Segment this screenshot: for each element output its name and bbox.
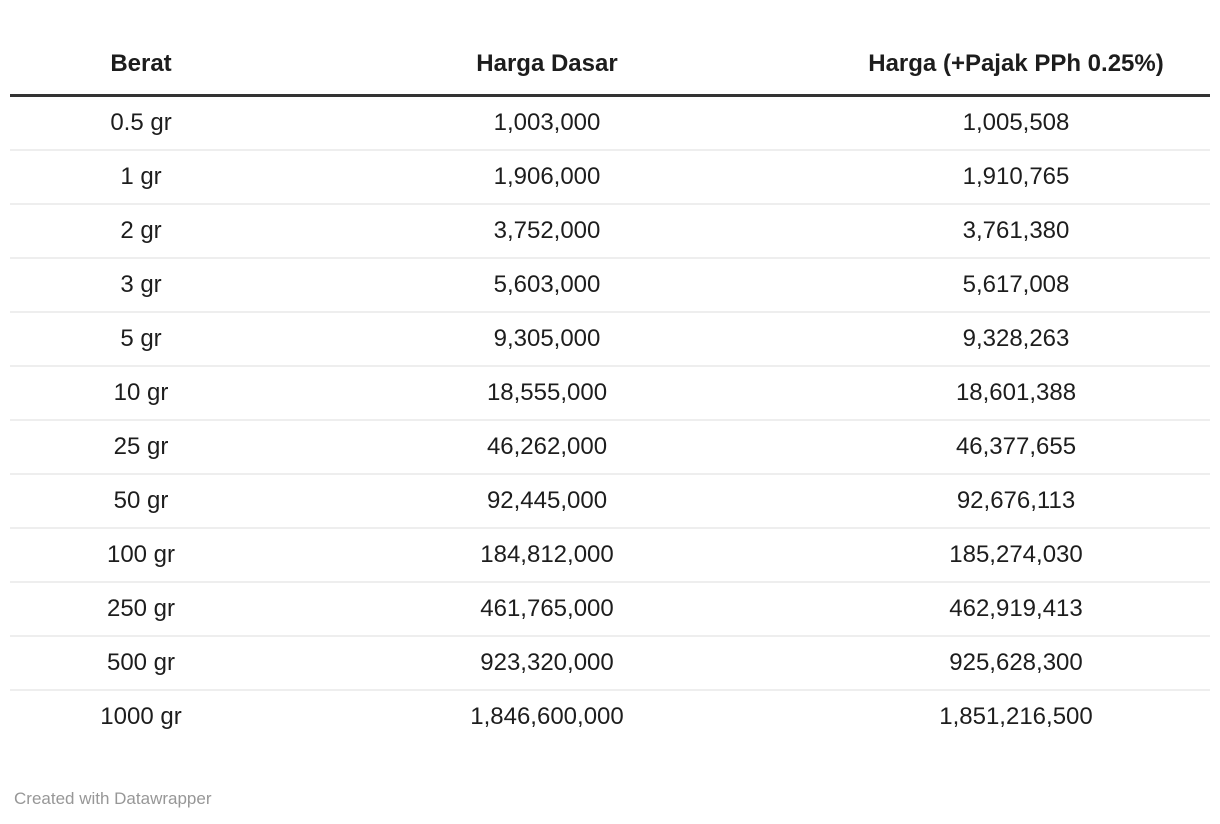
- harga-pajak-cell: 92,676,113: [822, 474, 1210, 529]
- berat-cell: 1 gr: [10, 150, 272, 205]
- berat-cell: 1000 gr: [100, 703, 182, 730]
- harga-dasar-cell: 9,305,000: [272, 312, 822, 367]
- berat-cell: 250 gr: [10, 582, 272, 637]
- table-row: 2 gr 3,752,000 3,761,380: [10, 204, 1210, 259]
- harga-dasar-cell: 1,003,000: [272, 95, 822, 151]
- harga-dasar-cell: 18,555,000: [272, 366, 822, 421]
- table-row: 250 gr 461,765,000 462,919,413: [10, 582, 1210, 637]
- header-row: Berat Harga Dasar Harga (+Pajak PPh 0.25…: [10, 34, 1210, 97]
- harga-pajak-cell: 18,601,388: [822, 366, 1210, 421]
- berat-cell: 25 gr: [10, 420, 272, 475]
- berat-cell: 50 gr: [10, 474, 272, 529]
- berat-cell: 3 gr: [10, 258, 272, 313]
- berat-cell: 500 gr: [10, 636, 272, 691]
- table-body: 0.5 gr 1,003,000 1,005,508 1 gr 1,906,000 1,9…: [10, 95, 1210, 744]
- table-row: 500 gr 923,320,000 925,628,300: [10, 636, 1210, 691]
- table-row: 0.5 gr 1,003,000 1,005,508: [10, 95, 1210, 151]
- table-row: 25 gr 46,262,000 46,377,655: [10, 420, 1210, 475]
- harga-dasar-cell: 92,445,000: [272, 474, 822, 529]
- berat-cell: 2 gr: [10, 204, 272, 259]
- harga-pajak-cell: 1,910,765: [822, 150, 1210, 205]
- harga-pajak-cell: 3,761,380: [822, 204, 1210, 259]
- table-row: 1000 gr 1,846,600,000 1,851,216,500: [10, 690, 1210, 743]
- table-row: 1 gr 1,906,000 1,910,765: [10, 150, 1210, 205]
- berat-cell: 10 gr: [10, 366, 272, 421]
- berat-cell: 100 gr: [10, 528, 272, 583]
- column-header-harga-pajak: Harga (+Pajak PPh 0.25%): [822, 34, 1210, 97]
- harga-dasar-cell: 923,320,000: [272, 636, 822, 691]
- harga-pajak-cell: 5,617,008: [822, 258, 1210, 313]
- harga-pajak-cell: 462,919,413: [822, 582, 1210, 637]
- harga-pajak-cell: 1,005,508: [822, 95, 1210, 151]
- gold-price-table: Berat Harga Dasar Harga (+Pajak PPh 0.25…: [10, 34, 1210, 743]
- harga-dasar-cell: 46,262,000: [272, 420, 822, 475]
- table-row: 3 gr 5,603,000 5,617,008: [10, 258, 1210, 313]
- table-row: 10 gr 18,555,000 18,601,388: [10, 366, 1210, 421]
- chart-footer: Created with Datawrapper: [10, 789, 1210, 809]
- harga-dasar-cell: 1,846,600,000: [470, 703, 624, 730]
- harga-dasar-cell: 1,906,000: [272, 150, 822, 205]
- table-row: 5 gr 9,305,000 9,328,263: [10, 312, 1210, 367]
- berat-cell: 5 gr: [10, 312, 272, 367]
- harga-pajak-cell: 185,274,030: [822, 528, 1210, 583]
- table-row: 50 gr 92,445,000 92,676,113: [10, 474, 1210, 529]
- harga-pajak-cell: 925,628,300: [822, 636, 1210, 691]
- harga-dasar-cell: 5,603,000: [272, 258, 822, 313]
- harga-dasar-cell: 461,765,000: [272, 582, 822, 637]
- harga-dasar-cell: 184,812,000: [272, 528, 822, 583]
- harga-pajak-cell: 1,851,216,500: [939, 703, 1093, 730]
- column-header-berat: Berat: [10, 34, 272, 97]
- table-row: 100 gr 184,812,000 185,274,030: [10, 528, 1210, 583]
- berat-cell: 0.5 gr: [10, 95, 272, 151]
- column-header-harga-dasar: Harga Dasar: [272, 34, 822, 97]
- harga-pajak-cell: 9,328,263: [822, 312, 1210, 367]
- datawrapper-attribution-link[interactable]: Created with Datawrapper: [14, 789, 212, 808]
- harga-dasar-cell: 3,752,000: [272, 204, 822, 259]
- harga-pajak-cell: 46,377,655: [822, 420, 1210, 475]
